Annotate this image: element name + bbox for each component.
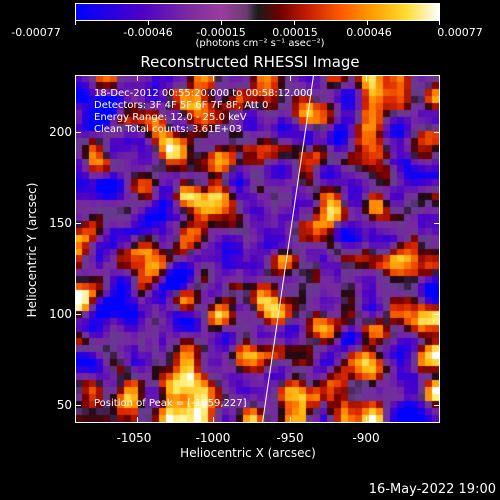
detectors-label: Detectors: 3F 4F 5F 6F 7F 8F, Att 0 xyxy=(94,100,269,111)
x-axis-label: Heliocentric X (arcsec) xyxy=(180,446,316,460)
colorbar-tick-label: -0.00015 xyxy=(196,26,246,39)
solar-limb-line xyxy=(262,76,314,422)
time-range-label: 18-Dec-2012 00:55:20.000 to 00:58:12.000 xyxy=(94,88,313,99)
y-axis-label: Heliocentric Y (arcsec) xyxy=(25,182,39,318)
plot-title: Reconstructed RHESSI Image xyxy=(140,53,360,71)
colorbar-tick-label: -0.00077 xyxy=(11,26,61,39)
colorbar-tick-label: 0.00015 xyxy=(272,26,318,39)
colorbar xyxy=(75,3,440,21)
peak-position-label: Position of Peak = [-1059,227] xyxy=(94,398,247,409)
x-tick-label: -1000 xyxy=(195,431,231,445)
image-plot-area: 18-Dec-2012 00:55:20.000 to 00:58:12.000… xyxy=(75,75,440,423)
x-tick-label: -900 xyxy=(352,431,380,445)
solar-limb-overlay xyxy=(262,76,314,422)
y-tick-label: 50 xyxy=(56,398,72,412)
colorbar-unit-label: (photons cm⁻² s⁻¹ asec⁻²) xyxy=(195,38,325,49)
rhessi-image-map xyxy=(76,76,439,422)
x-tick-label: -1050 xyxy=(116,431,152,445)
colorbar-tick-label: -0.00046 xyxy=(123,26,173,39)
colorbar-tick-label: 0.00077 xyxy=(437,26,483,39)
colorbar-tick-label: 0.00046 xyxy=(346,26,392,39)
y-tick-label: 100 xyxy=(49,307,72,321)
y-tick-label: 150 xyxy=(49,216,72,230)
x-tick-label: -950 xyxy=(276,431,304,445)
energy-range-label: Energy Range: 12.0 - 25.0 keV xyxy=(94,112,247,123)
algorithm-counts-label: Clean Total counts: 3.61E+03 xyxy=(94,124,242,135)
y-tick-label: 200 xyxy=(49,125,72,139)
plot-datestamp: 16-May-2022 19:00 xyxy=(368,482,496,497)
